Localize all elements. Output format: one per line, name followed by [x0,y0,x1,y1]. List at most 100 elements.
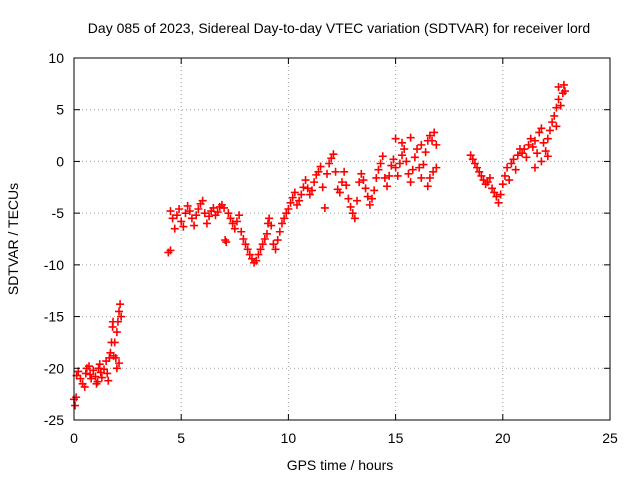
data-point [288,193,297,202]
data-point [383,182,392,191]
data-point [224,209,233,218]
data-point [425,131,434,140]
chart-title: Day 085 of 2023, Sidereal Day-to-day VTE… [88,20,590,36]
data-point [110,338,119,347]
data-point [520,145,529,154]
data-point [297,190,306,199]
data-point [335,188,344,197]
data-point [385,171,394,180]
x-tick-labels: 0 5 10 15 20 25 [70,430,618,446]
x-tick-label: 25 [602,430,618,446]
data-point [80,382,89,391]
data-points [70,80,569,410]
data-point [485,173,494,182]
data-point [353,196,362,205]
data-point [194,205,203,214]
data-point [415,163,424,172]
data-point [314,167,323,176]
data-point [111,353,120,362]
data-point [239,235,248,243]
data-point [277,219,286,228]
data-point [91,372,100,381]
data-point [363,192,372,201]
data-point [95,360,104,369]
data-point [488,184,497,193]
data-point [295,196,304,205]
plot-frame [73,57,611,421]
data-point [241,240,250,249]
data-point [518,149,527,158]
data-point [85,362,94,371]
x-axis-label: GPS time / hours [287,457,394,473]
data-point [404,169,413,178]
data-point [548,118,557,127]
data-point [378,152,387,161]
y-tick-labels: -25 -20 -15 -10 -5 0 5 10 [44,50,64,428]
data-point [200,209,209,218]
data-point [395,159,404,168]
data-point [232,217,241,226]
data-point [340,167,349,176]
data-point [269,240,278,249]
data-point [387,161,396,170]
data-point [316,162,325,171]
data-point [475,167,484,176]
data-point [254,250,263,259]
data-point [86,370,95,379]
data-point [115,307,124,316]
data-point [209,203,218,212]
data-point [325,159,334,168]
data-point [530,136,539,145]
data-point [419,160,428,169]
data-point [537,124,546,133]
data-point [72,393,81,402]
data-point [168,214,177,223]
data-point [318,183,327,192]
y-tick-label: -20 [44,360,64,376]
data-point [290,188,299,197]
y-tick-label: 5 [56,102,64,118]
data-point [559,80,568,89]
data-point [496,190,505,199]
data-point [280,214,289,223]
data-point [513,151,522,160]
data-point [492,192,501,201]
data-point [177,217,186,226]
data-point [235,211,244,220]
data-point [391,134,400,143]
data-point [301,176,310,185]
x-tick-label: 10 [281,430,297,446]
data-point [372,173,381,182]
data-point [505,176,514,185]
data-point [213,208,222,217]
y-axis-label: SDTVAR / TECUs [5,183,21,295]
data-point [490,188,499,197]
data-point [391,163,400,172]
data-point [423,182,432,191]
data-point [483,178,492,187]
data-point [355,178,364,187]
data-point [166,207,175,216]
data-point [112,328,121,337]
data-point [320,203,329,212]
data-point [198,196,207,205]
data-point [322,169,331,178]
data-point [205,212,214,221]
data-point [97,373,106,382]
data-point [93,377,102,386]
data-point [398,138,407,147]
data-point [430,128,439,137]
data-point [81,369,90,378]
data-point [187,214,196,223]
data-point [342,181,351,190]
data-point [292,200,301,209]
data-point [470,159,479,168]
data-point [477,171,486,180]
data-point [503,163,512,172]
x-tick-label: 20 [495,430,511,446]
data-point [344,194,353,203]
data-point [220,203,229,212]
data-point [370,186,379,195]
data-point [113,317,122,326]
data-point [89,366,98,375]
